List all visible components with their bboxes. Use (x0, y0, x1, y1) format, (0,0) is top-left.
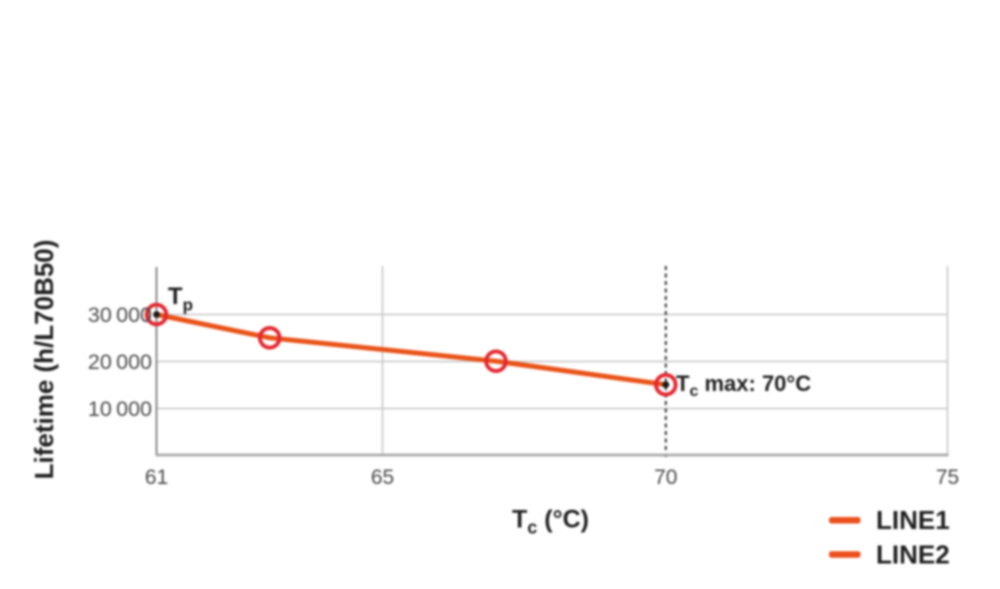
svg-text:70: 70 (654, 466, 677, 489)
svg-text:LINE2: LINE2 (876, 539, 950, 569)
svg-text:65: 65 (371, 466, 394, 489)
svg-text:Lifetime (h/L70B50): Lifetime (h/L70B50) (29, 240, 59, 480)
svg-text:61: 61 (145, 466, 168, 489)
svg-text:75: 75 (936, 466, 959, 489)
svg-text:20 000: 20 000 (88, 350, 152, 374)
svg-text:LINE1: LINE1 (876, 505, 950, 535)
svg-text:Tc (°C): Tc (°C) (512, 506, 589, 538)
svg-text:Tc max: 70°C: Tc max: 70°C (676, 371, 811, 400)
svg-text:10 000: 10 000 (88, 397, 152, 421)
svg-text:30 000: 30 000 (88, 303, 152, 327)
